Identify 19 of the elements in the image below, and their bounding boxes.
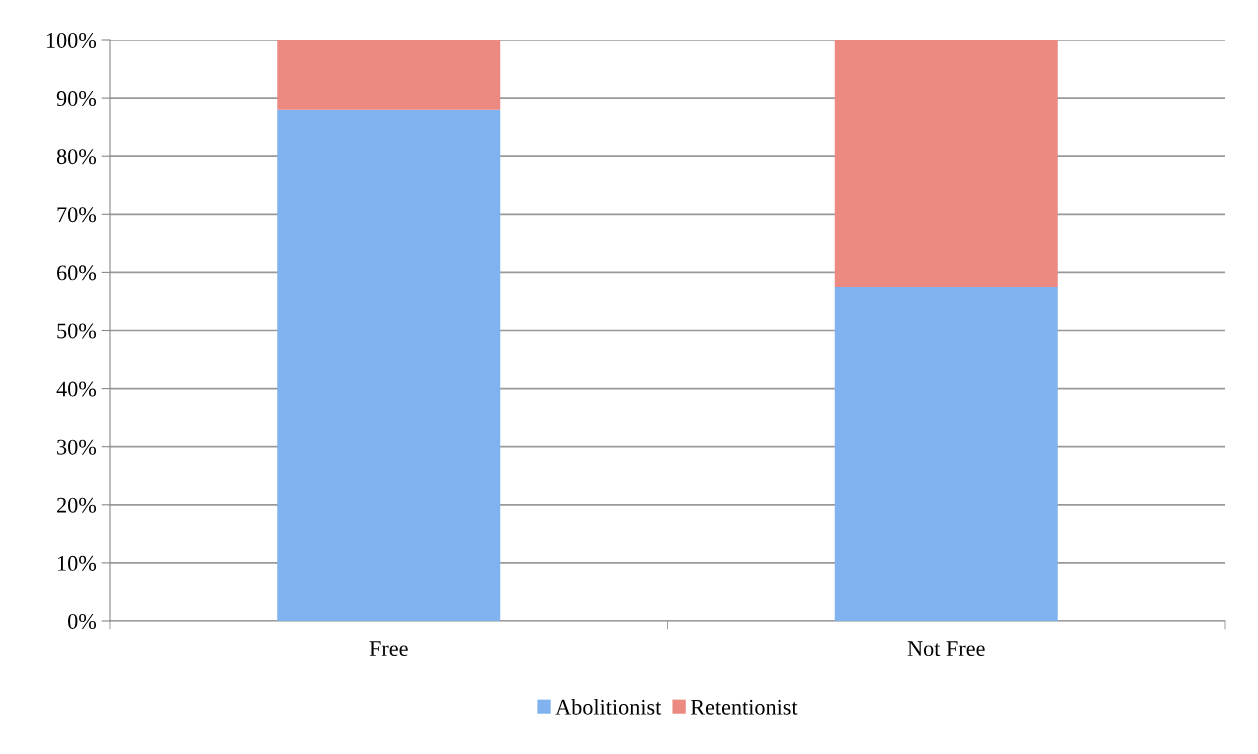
legend-label: Retentionist [690,699,798,715]
y-tick-label: 0% [68,613,97,629]
y-tick-label: 20% [57,497,97,513]
y-tick-label: 40% [56,381,97,397]
bar [834,286,1058,621]
legend-label: Abolitionist [555,699,662,715]
bar [277,109,501,621]
y-tick-label: 70% [57,207,97,223]
bar [834,40,1058,287]
bar [277,40,501,110]
y-tick-label: 50% [57,323,97,339]
y-tick-label: 60% [57,265,97,281]
y-tick-label: 90% [56,91,97,107]
x-tick-label: Free [369,641,408,657]
y-tick-label: 80% [56,149,97,165]
x-tick-label: Not Free [907,641,985,657]
y-tick-label: 30% [57,439,97,455]
y-tick-label: 10% [58,555,97,571]
y-tick-label: 100% [46,32,97,48]
